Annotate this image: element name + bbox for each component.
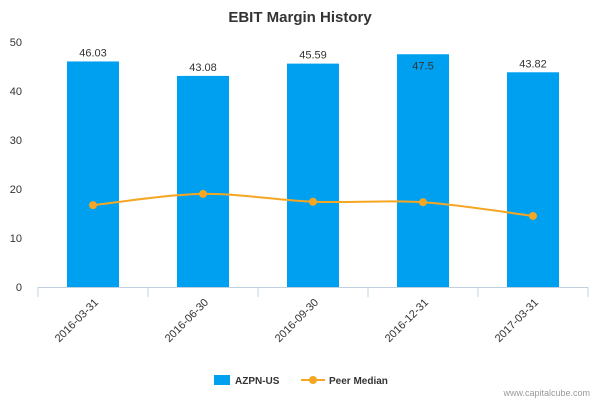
y-tick-label: 10 [10, 233, 22, 245]
legend-label-peer-median[interactable]: Peer Median [329, 376, 388, 387]
x-tick-label: 2017-03-31 [493, 297, 541, 345]
peer-median-point [89, 201, 97, 210]
peer-median-series [89, 189, 537, 220]
x-tick-label: 2016-06-30 [163, 297, 211, 345]
peer-median-point [529, 211, 537, 220]
y-tick-label: 50 [10, 37, 22, 49]
bar-azpn [177, 75, 229, 288]
bar-azpn [67, 61, 119, 287]
legend-swatch-peer-median-marker [309, 376, 317, 384]
credit-text[interactable]: www.capitalcube.com [502, 388, 590, 398]
peer-median-point [309, 197, 317, 206]
bar-series [67, 54, 559, 288]
bar-azpn [287, 63, 339, 287]
y-tick-label: 30 [10, 135, 22, 147]
bar-azpn [507, 72, 559, 287]
bar-data-labels: 46.03 43.08 45.59 47.5 43.82 [79, 47, 547, 73]
y-tick-label: 20 [10, 184, 22, 196]
bar-data-label: 46.03 [79, 47, 107, 59]
x-axis: 2016-03-31 2016-06-30 2016-09-30 2016-12-31… [37, 287, 589, 345]
peer-median-point [419, 198, 427, 207]
legend-swatch-azpn [214, 375, 230, 385]
legend-label-azpn[interactable]: AZPN-US [235, 376, 280, 387]
peer-median-point [199, 189, 207, 198]
bar-azpn [397, 54, 449, 287]
x-tick-label: 2016-09-30 [273, 297, 321, 345]
y-axis: 0 10 20 30 40 50 [10, 37, 22, 294]
legend: AZPN-US Peer Median [214, 375, 388, 387]
bar-data-label: 43.82 [519, 58, 547, 70]
chart-title: EBIT Margin History [228, 9, 372, 26]
x-tick-label: 2016-03-31 [53, 297, 101, 345]
y-tick-label: 40 [10, 86, 22, 98]
x-tick-label: 2016-12-31 [383, 297, 431, 345]
bar-data-label: 47.5 [412, 60, 433, 72]
bar-data-label: 45.59 [299, 50, 327, 62]
y-tick-label: 0 [16, 282, 22, 294]
bar-data-label: 43.08 [189, 62, 217, 74]
